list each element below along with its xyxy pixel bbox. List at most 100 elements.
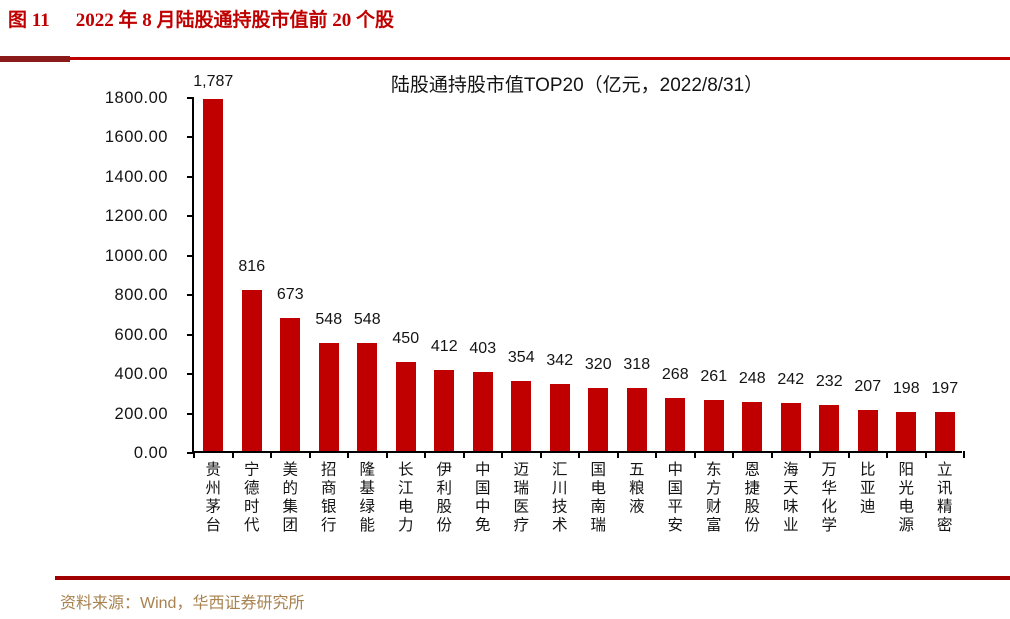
y-axis-tick bbox=[187, 175, 194, 178]
category-label: 中国平安 bbox=[665, 461, 683, 535]
category-label: 隆基绿能 bbox=[357, 461, 375, 535]
x-axis-tick bbox=[578, 451, 580, 458]
x-axis-tick bbox=[886, 451, 888, 458]
bar-value-label: 320 bbox=[584, 355, 612, 373]
category-label: 贵州茅台 bbox=[203, 461, 221, 535]
y-axis-tick-label: 0.00 bbox=[133, 444, 168, 462]
y-axis-tick-label: 1000.00 bbox=[104, 246, 168, 265]
y-axis-tick-label: 400.00 bbox=[114, 365, 168, 384]
header-rule-thin bbox=[0, 57, 1010, 60]
y-axis-tick bbox=[187, 373, 194, 376]
category-label: 阳光电源 bbox=[896, 461, 914, 535]
figure-header: 图 11 2022 年 8 月陆股通持股市值前 20 个股 bbox=[8, 5, 394, 32]
x-axis-tick bbox=[770, 451, 773, 458]
x-axis-tick bbox=[424, 451, 426, 458]
y-axis-tick-label: 200.00 bbox=[114, 404, 168, 423]
y-axis-tick-label: 1600.00 bbox=[104, 128, 168, 147]
category-label: 长江电力 bbox=[395, 461, 413, 535]
x-axis-tick bbox=[809, 451, 811, 458]
source-note: 资料来源：Wind，华西证券研究所 bbox=[60, 595, 305, 612]
y-axis-tick bbox=[187, 97, 194, 99]
bar-海天味业 bbox=[780, 403, 801, 451]
chart-title: 陆股通持股市值TOP20（亿元，2022/8/31） bbox=[390, 75, 764, 96]
y-axis-tick bbox=[187, 294, 194, 297]
category-label: 海天味业 bbox=[780, 461, 798, 535]
bar-value-label: 198 bbox=[892, 379, 920, 397]
bar-value-label: 673 bbox=[276, 286, 304, 304]
bar-隆基绿能 bbox=[357, 342, 378, 451]
bar-万华化学 bbox=[819, 405, 840, 451]
bar-迈瑞医疗 bbox=[511, 381, 532, 451]
x-axis-tick bbox=[732, 451, 734, 458]
y-axis-tick-label: 1200.00 bbox=[104, 207, 168, 226]
x-axis-tick bbox=[693, 451, 696, 458]
bar-汇川技术 bbox=[549, 383, 570, 451]
bar-value-label: 548 bbox=[315, 310, 343, 328]
x-axis-tick bbox=[501, 451, 503, 458]
bar-宁德时代 bbox=[241, 290, 262, 451]
x-axis-tick bbox=[231, 451, 234, 458]
category-label: 汇川技术 bbox=[549, 461, 567, 535]
y-axis-tick-label: 1400.00 bbox=[104, 167, 168, 186]
y-axis-tick bbox=[187, 215, 194, 218]
category-label: 招商银行 bbox=[318, 461, 336, 535]
bar-value-label: 1,787 bbox=[193, 72, 234, 90]
x-axis-tick bbox=[385, 451, 388, 458]
bar-value-label: 318 bbox=[623, 356, 651, 374]
bar-value-label: 261 bbox=[700, 367, 728, 385]
category-label: 美的集团 bbox=[280, 461, 298, 535]
category-label: 迈瑞医疗 bbox=[511, 461, 529, 535]
category-label: 伊利股份 bbox=[434, 461, 452, 535]
x-axis-tick bbox=[347, 451, 349, 458]
bar-中国平安 bbox=[665, 398, 686, 451]
y-axis-tick-label: 600.00 bbox=[114, 325, 168, 344]
x-axis-tick bbox=[924, 451, 927, 458]
x-axis-tick bbox=[308, 451, 311, 458]
bar-value-label: 197 bbox=[931, 380, 959, 398]
bar-美的集团 bbox=[280, 318, 301, 451]
bar-value-label: 248 bbox=[738, 370, 766, 388]
x-axis-tick bbox=[616, 451, 619, 458]
category-label: 恩捷股份 bbox=[742, 461, 760, 535]
x-axis-tick bbox=[655, 451, 657, 458]
x-axis-tick bbox=[963, 451, 965, 458]
bar-长江电力 bbox=[395, 362, 416, 451]
bar-value-label: 342 bbox=[546, 351, 574, 369]
bar-value-label: 232 bbox=[815, 373, 843, 391]
bar-value-label: 412 bbox=[430, 337, 458, 355]
bar-中国中免 bbox=[472, 371, 493, 451]
figure-number: 图 11 bbox=[8, 10, 50, 31]
category-label: 立讯精密 bbox=[934, 461, 952, 535]
figure-title: 2022 年 8 月陆股通持股市值前 20 个股 bbox=[75, 10, 394, 31]
category-label: 五粮液 bbox=[626, 461, 644, 517]
y-axis-tick bbox=[187, 452, 194, 454]
bar-value-label: 403 bbox=[469, 339, 497, 357]
footer-rule bbox=[55, 576, 1010, 580]
bar-value-label: 242 bbox=[777, 371, 805, 389]
y-axis: 1800.00 1600.00 1400.00 1200.00 1000.00 800.0… bbox=[40, 89, 180, 462]
bar-value-label: 548 bbox=[353, 310, 381, 328]
plot-area: 1,787 816 673 548 548 450 412 403 354 342 320 318 26… bbox=[187, 73, 965, 458]
bar-比亚迪 bbox=[857, 410, 878, 451]
bar-招商银行 bbox=[318, 342, 339, 451]
x-axis: 贵州茅台 宁德时代 美的集团 招商银行 隆基绿能 长江电力 伊利股份 中国中免 迈瑞医疗 汇川技术… bbox=[192, 457, 962, 582]
x-axis-tick bbox=[539, 451, 542, 458]
y-axis-tick bbox=[187, 412, 194, 415]
bar-value-label: 816 bbox=[238, 258, 266, 276]
bar-value-label: 450 bbox=[392, 330, 420, 348]
y-axis-tick-label: 1800.00 bbox=[104, 89, 168, 107]
category-label: 宁德时代 bbox=[241, 461, 259, 535]
x-axis-tick bbox=[270, 451, 272, 458]
bar-五粮液 bbox=[626, 388, 647, 451]
category-label: 比亚迪 bbox=[857, 461, 875, 517]
category-label: 万华化学 bbox=[819, 461, 837, 535]
category-label: 中国中免 bbox=[472, 461, 490, 535]
y-axis-tick bbox=[187, 333, 194, 336]
bar-伊利股份 bbox=[434, 369, 455, 451]
bar-国电南瑞 bbox=[588, 387, 609, 451]
y-axis-tick-label: 800.00 bbox=[114, 286, 168, 305]
header-rule-accent-block bbox=[0, 56, 70, 62]
bar-立讯精密 bbox=[934, 412, 955, 451]
x-axis-tick bbox=[193, 451, 195, 458]
bar-贵州茅台 bbox=[203, 98, 224, 451]
